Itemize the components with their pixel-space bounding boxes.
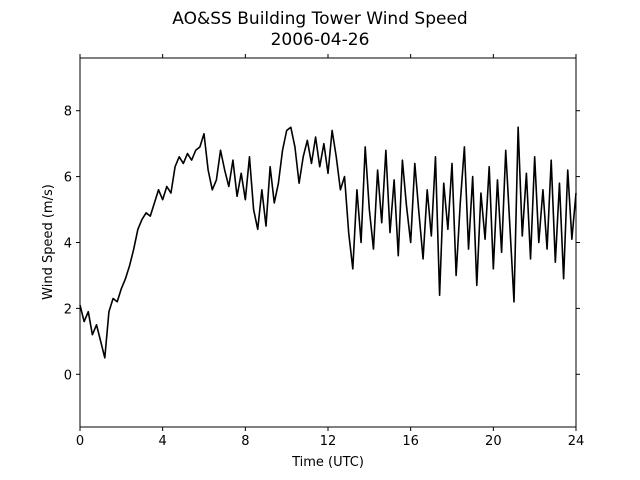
x-tick-label: 12 — [320, 434, 337, 449]
x-tick-label: 24 — [568, 434, 585, 449]
x-tick-label: 16 — [402, 434, 419, 449]
y-tick-label: 8 — [64, 105, 72, 120]
x-tick-label: 8 — [241, 434, 249, 449]
plot-frame — [79, 57, 577, 428]
y-tick-label: 6 — [64, 171, 72, 186]
x-tick-label: 20 — [485, 434, 502, 449]
x-tick-label: 4 — [159, 434, 167, 449]
y-tick-label: 2 — [64, 302, 72, 317]
data-line — [79, 126, 577, 359]
x-tick-label: 0 — [76, 434, 84, 449]
y-axis-label: Wind Speed (m/s) — [41, 184, 56, 300]
y-tick-label: 0 — [64, 368, 72, 383]
chart-subtitle: 2006-04-26 — [271, 30, 370, 50]
y-tick-label: 4 — [64, 237, 72, 252]
x-axis-label: Time (UTC) — [291, 455, 364, 470]
chart-title: AO&SS Building Tower Wind Speed — [172, 9, 467, 29]
